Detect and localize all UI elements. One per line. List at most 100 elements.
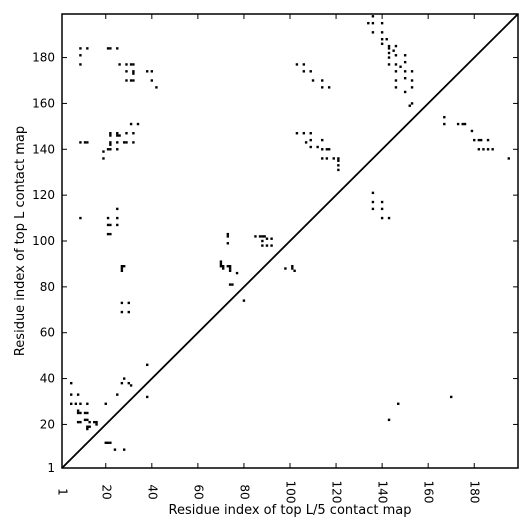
contact-point: [254, 235, 257, 238]
contact-point: [95, 423, 98, 426]
contact-point: [109, 141, 112, 144]
contact-point: [109, 47, 112, 50]
contact-point: [473, 138, 476, 142]
contact-point: [76, 409, 80, 412]
contact-point: [394, 79, 398, 82]
contact-point: [219, 265, 223, 268]
contact-point: [83, 418, 87, 422]
contact-point: [106, 232, 110, 236]
contact-point: [86, 402, 89, 405]
contact-point: [116, 148, 119, 151]
contact-point: [116, 223, 119, 227]
contact-point: [371, 200, 375, 204]
contact-point: [70, 381, 73, 385]
y-tick-label: 1: [47, 461, 55, 475]
contact-point: [461, 122, 464, 126]
contact-point: [337, 168, 340, 172]
contact-point: [387, 216, 391, 220]
contact-point: [222, 265, 225, 268]
contact-point: [394, 54, 398, 57]
contact-point: [226, 242, 230, 245]
contact-point: [371, 207, 375, 211]
y-tick-label: 140: [32, 142, 55, 156]
contact-point: [327, 86, 331, 89]
y-tick-label: 20: [40, 417, 55, 431]
contact-point: [265, 237, 269, 240]
contact-point: [470, 129, 474, 133]
contact-point: [371, 15, 375, 18]
contact-point: [380, 21, 384, 25]
contact-point: [86, 425, 89, 428]
contact-point: [116, 141, 119, 144]
contact-point: [228, 283, 232, 286]
contact-point: [302, 63, 306, 66]
contact-point: [127, 310, 130, 314]
y-tick-label: 120: [32, 188, 55, 202]
contact-point: [327, 148, 331, 151]
contact-point: [486, 148, 490, 151]
contact-point: [93, 420, 96, 424]
contact-point: [127, 301, 130, 305]
contact-point: [76, 411, 80, 415]
y-tick-label: 160: [32, 96, 55, 110]
contact-point: [86, 47, 89, 50]
contact-point: [70, 393, 73, 396]
contact-point: [387, 63, 391, 66]
contact-point: [116, 134, 119, 137]
contact-point: [291, 267, 294, 270]
contact-point: [387, 47, 391, 50]
contact-point: [79, 216, 82, 220]
contact-point: [228, 265, 232, 268]
contact-point: [293, 269, 296, 273]
contact-point: [321, 86, 324, 89]
contact-point: [403, 54, 407, 57]
contact-point: [102, 157, 105, 160]
contact-point: [109, 132, 112, 135]
contact-point: [228, 267, 232, 270]
contact-point: [146, 70, 149, 73]
contact-point: [397, 402, 400, 405]
contact-point: [263, 235, 266, 238]
contact-point: [309, 145, 312, 149]
contact-point: [106, 148, 110, 151]
contact-point: [486, 138, 490, 142]
contact-point: [367, 21, 370, 25]
contact-point: [371, 21, 375, 25]
contact-point: [295, 63, 299, 66]
y-tick-label: 40: [40, 372, 55, 386]
contact-point: [387, 56, 391, 59]
x-tick-label: 1: [56, 488, 70, 496]
contact-point: [120, 301, 124, 305]
contact-point: [122, 141, 126, 144]
contact-point: [150, 70, 154, 73]
contact-point: [265, 244, 269, 247]
contact-point: [226, 235, 230, 238]
contact-point: [104, 402, 107, 405]
contact-point: [311, 79, 315, 82]
contact-point: [86, 427, 89, 431]
contact-point: [385, 38, 388, 41]
contact-point: [392, 49, 395, 52]
contact-point: [380, 200, 384, 204]
contact-point: [410, 70, 414, 73]
contact-point: [120, 267, 124, 270]
contact-point: [86, 418, 89, 422]
contact-point: [116, 47, 119, 50]
contact-point: [371, 191, 375, 195]
contact-point: [106, 216, 110, 220]
contact-point: [118, 134, 121, 137]
contact-point: [129, 384, 133, 387]
contact-point: [403, 77, 407, 80]
contact-point: [302, 70, 306, 73]
contact-point: [146, 363, 149, 367]
contact-point: [403, 60, 407, 64]
contact-point: [321, 138, 324, 142]
contact-point: [309, 132, 312, 135]
contact-point: [309, 70, 312, 73]
contact-point: [125, 132, 128, 135]
contact-point: [479, 138, 483, 142]
x-tick-label: 120: [330, 481, 344, 504]
contact-point: [403, 70, 407, 73]
